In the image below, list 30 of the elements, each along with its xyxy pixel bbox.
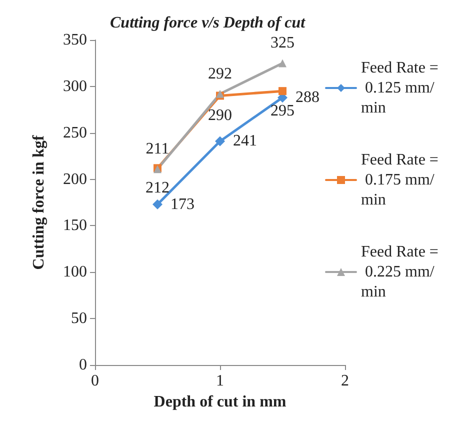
data-label: 325 (270, 34, 294, 52)
y-tick-label: 350 (63, 32, 87, 48)
y-axis-title: Cutting force in kgf (30, 134, 48, 270)
data-label: 173 (170, 196, 194, 213)
data-label: 295 (270, 102, 294, 120)
data-label: 241 (233, 132, 257, 150)
point (152, 199, 162, 210)
point (278, 59, 286, 68)
chart-title: Cutting force v/s Depth of cut (110, 14, 306, 32)
x-axis-title: Depth of cut in mm (154, 393, 287, 410)
data-label: 292 (208, 65, 232, 82)
data-label: 212 (146, 180, 170, 197)
x-tick-label: 1 (216, 372, 224, 390)
y-tick-label: 150 (63, 217, 87, 234)
legend-label: Feed Rate = 0.175 mm/min (361, 152, 438, 208)
x-tick-label: 2 (341, 372, 349, 390)
point (278, 87, 286, 96)
x-tick-label: 0 (91, 372, 99, 390)
legend-label: Feed Rate = 0.125 mm/min (361, 60, 438, 116)
legend-label: Feed Rate = 0.225 mm/min (361, 244, 438, 300)
data-label: 288 (296, 89, 320, 106)
y-tick-label: 300 (63, 78, 87, 95)
y-tick-label: 50 (71, 310, 87, 328)
data-label: 211 (146, 140, 170, 158)
y-tick-label: 0 (79, 356, 87, 374)
y-tick-label: 200 (63, 170, 87, 188)
y-tick-label: 250 (63, 124, 87, 142)
point (215, 136, 225, 146)
data-label: 290 (208, 107, 232, 124)
y-tick-label: 100 (63, 264, 87, 281)
